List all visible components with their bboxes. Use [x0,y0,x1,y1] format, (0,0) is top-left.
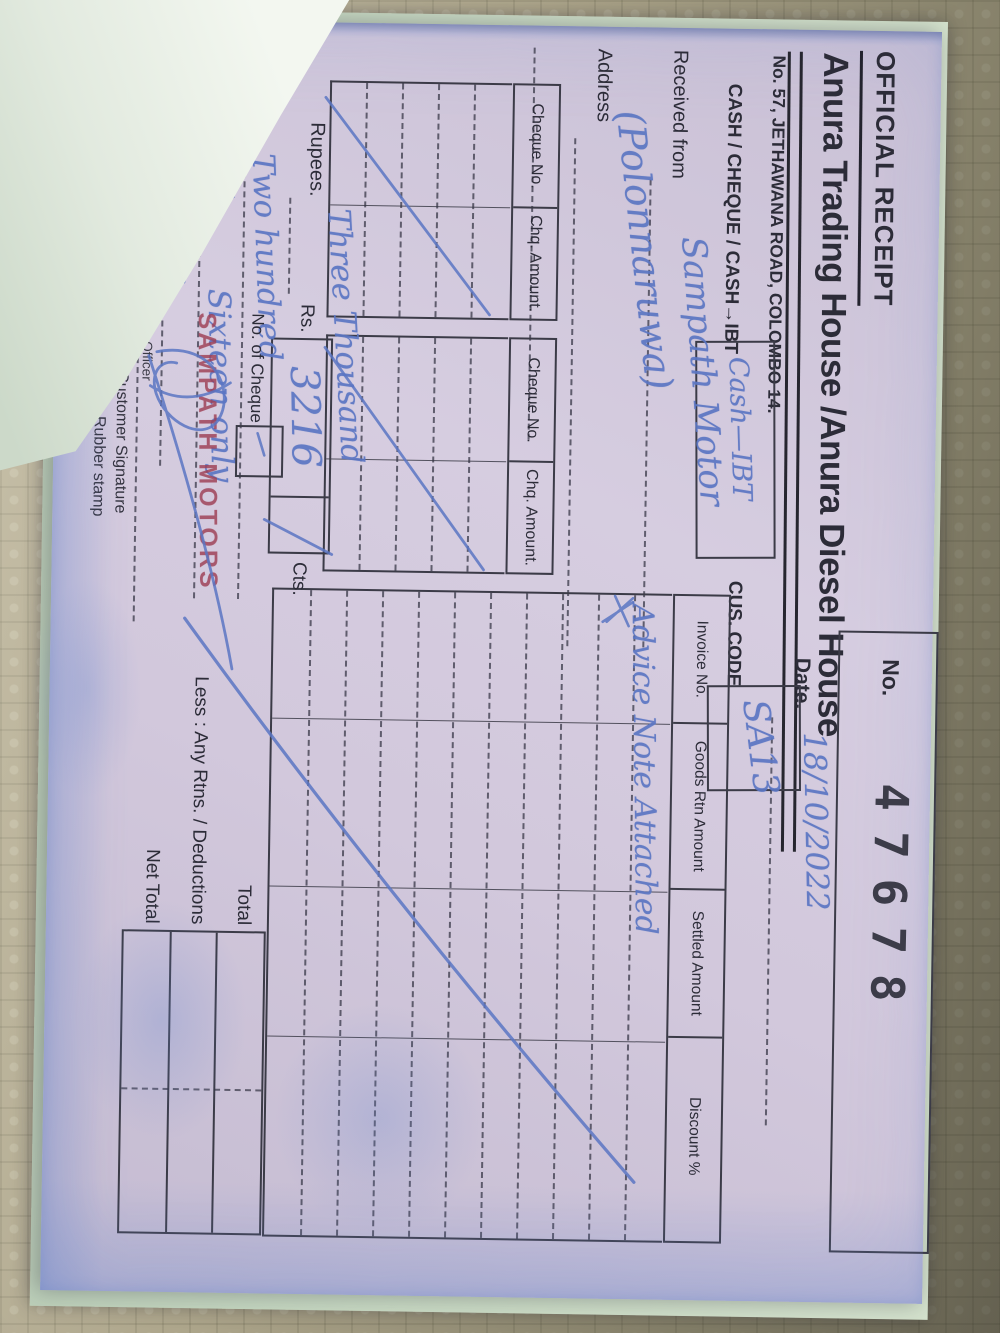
receipt-title: OFFICIAL RECEIPT [857,50,902,307]
table-row-line [551,594,565,1240]
table-row-line [466,338,473,572]
column-header-discount: Discount % [685,1096,704,1176]
no-of-cheque-label: No. of Cheque [246,313,268,424]
cheque-table-1: Cheque No. Chq. Amount. [325,80,562,322]
payment-mode-label: CASH / CHEQUE / CASH→IBT [719,83,746,355]
table-column-line [269,885,668,893]
cheque-no-header: Cheque No. [509,339,556,463]
chq-amount-header: Chq. Amount. [521,468,541,567]
totals-row-separator [211,932,218,1233]
items-table: Invoice No. Goods Rtn Amount Settled Amo… [117,585,732,1244]
table-row-line [430,338,437,572]
column-header-invoice-no: Invoice No. [673,595,730,725]
advice-note-handwritten: Advice Note Attached [624,603,664,935]
totals-value-box [117,929,266,1236]
table-column-line [330,204,511,209]
less-deductions-label: Less : Any Rtns. / Deductions [186,676,212,925]
receipt-number-value: 47678 [859,782,920,1023]
table-row-line [394,337,401,571]
column-header-goods-rtn-amount: Goods Rtn Amount [670,723,728,891]
table-row-line [480,592,493,1238]
rupees-label: Rupees. [305,122,329,197]
cheque-no-header: Cheque No. [513,85,560,209]
table-column-line [267,1035,666,1043]
table-row-line [336,590,349,1236]
rs-cents-divider [270,495,329,499]
cts-label: Cts. [288,561,310,596]
table-row-line [372,591,385,1237]
rs-label: Rs. [296,303,318,333]
date-handwritten-value: 18/10/2022 [795,731,836,912]
column-header-settled-amount: Settled Amount [668,889,725,1039]
net-total-label: Net Total [140,848,164,924]
sampath-motors-rubber-stamp: SAMPATH MOTORS [192,312,223,591]
items-table-header: Invoice No. Goods Rtn Amount Settled Amo… [662,593,732,1244]
receipt-number-box: No. 47678 [828,630,939,1254]
table-row-line [515,593,529,1239]
table-row-line [300,590,313,1236]
totals-row-separator [165,931,172,1232]
totals-cents-divider [121,1087,262,1092]
receipt-number-label: No. [877,659,905,697]
table-row-line [362,82,369,316]
totals-section: Total Less : Any Rtns. / Deductions Net … [117,585,271,1237]
table-row-line [398,83,405,317]
address-dotted-line-1 [566,138,577,647]
items-table-body: Advice Note Attached [261,587,673,1243]
total-label: Total [232,884,255,926]
rs-amount-handwritten: 3216 [280,365,329,469]
no-of-cheque-box [234,424,284,478]
cheque-table-2-header: Cheque No. Chq. Amount. [505,337,558,575]
cheque-table-1-header: Cheque No. Chq. Amount. [509,83,562,321]
table-row-line [408,591,421,1237]
table-row-line [587,594,601,1240]
received-from-label: Received from [667,49,692,179]
table-column-line [272,717,671,725]
table-row-line [470,84,477,318]
chq-amount-header: Chq. Amount. [525,215,545,313]
customer-code-handwritten: SA13 [734,696,787,798]
table-row-line [434,84,441,318]
rupees-dotted-line-1 [287,197,292,294]
table-row-line [444,592,457,1238]
